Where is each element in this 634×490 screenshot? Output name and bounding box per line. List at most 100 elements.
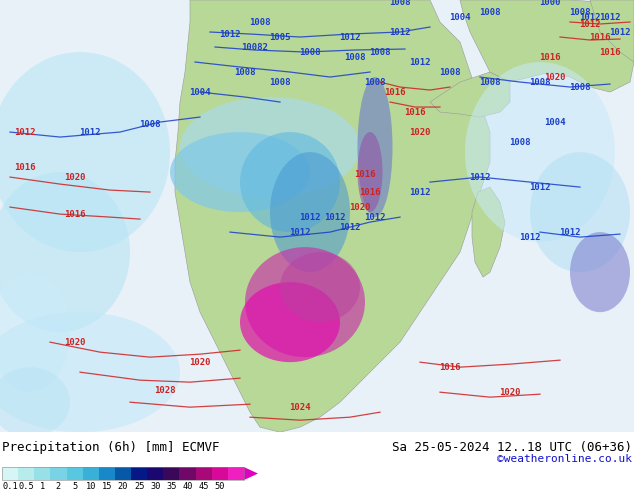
Text: 1012: 1012: [519, 233, 541, 242]
Text: 2: 2: [56, 482, 61, 490]
Text: 5: 5: [72, 482, 77, 490]
Ellipse shape: [280, 252, 360, 322]
Text: 1008: 1008: [479, 7, 501, 17]
Text: 1012: 1012: [299, 213, 321, 221]
Text: 1016: 1016: [599, 48, 621, 56]
Ellipse shape: [245, 247, 365, 357]
Text: 1008: 1008: [249, 18, 271, 26]
Text: 1008: 1008: [529, 77, 551, 87]
Text: 1008: 1008: [234, 68, 256, 76]
Text: 1012: 1012: [339, 222, 361, 232]
Text: 1016: 1016: [384, 88, 406, 97]
Bar: [18, 467, 34, 480]
Text: 1004: 1004: [190, 88, 210, 97]
Text: 1012: 1012: [579, 13, 601, 22]
Ellipse shape: [0, 52, 170, 252]
Text: 40: 40: [183, 482, 193, 490]
Polygon shape: [590, 0, 634, 62]
Polygon shape: [460, 0, 634, 92]
Text: 1016: 1016: [14, 163, 36, 172]
Bar: [50, 467, 67, 480]
Ellipse shape: [570, 232, 630, 312]
Text: 1008: 1008: [269, 77, 291, 87]
Text: 10082: 10082: [242, 43, 268, 51]
Text: 1: 1: [40, 482, 45, 490]
Text: 10: 10: [86, 482, 96, 490]
Ellipse shape: [240, 282, 340, 362]
Text: 0.5: 0.5: [18, 482, 34, 490]
Ellipse shape: [530, 152, 630, 272]
Bar: [67, 467, 82, 480]
Text: 1012: 1012: [469, 172, 491, 182]
Text: 1020: 1020: [190, 358, 210, 367]
Ellipse shape: [240, 132, 340, 232]
Text: 1020: 1020: [349, 202, 371, 212]
Text: 25: 25: [134, 482, 145, 490]
Text: 1008: 1008: [389, 0, 411, 6]
Ellipse shape: [170, 132, 310, 212]
Text: 1028: 1028: [154, 386, 176, 394]
Text: Sa 25-05-2024 12..18 UTC (06+36): Sa 25-05-2024 12..18 UTC (06+36): [392, 441, 632, 454]
Text: 1008: 1008: [369, 48, 391, 56]
Text: 1020: 1020: [64, 172, 86, 182]
Ellipse shape: [358, 77, 392, 217]
Bar: [99, 467, 115, 480]
Text: 1012: 1012: [599, 13, 621, 22]
Text: 1008: 1008: [365, 77, 385, 87]
Text: 1012: 1012: [79, 127, 101, 137]
Bar: [131, 467, 147, 480]
Text: 15: 15: [101, 482, 112, 490]
Text: 1016: 1016: [540, 52, 560, 62]
Text: 1020: 1020: [499, 388, 521, 397]
Text: 1000: 1000: [540, 0, 560, 6]
Text: 1016: 1016: [354, 170, 376, 178]
Text: 1020: 1020: [410, 127, 430, 137]
Bar: [228, 467, 244, 480]
Bar: [179, 467, 196, 480]
Text: 1012: 1012: [339, 32, 361, 42]
Text: 1016: 1016: [439, 363, 461, 371]
Ellipse shape: [0, 272, 70, 392]
Text: 50: 50: [214, 482, 225, 490]
Bar: [164, 467, 179, 480]
Text: 35: 35: [166, 482, 177, 490]
Text: 1016: 1016: [589, 32, 611, 42]
Text: 1020: 1020: [64, 338, 86, 346]
Text: 1008: 1008: [509, 138, 531, 147]
Ellipse shape: [0, 312, 180, 432]
Bar: [2, 467, 18, 480]
Bar: [115, 467, 131, 480]
Text: 1012: 1012: [559, 227, 581, 237]
Text: 0.1: 0.1: [2, 482, 18, 490]
Ellipse shape: [358, 132, 382, 212]
Bar: [212, 467, 228, 480]
Ellipse shape: [270, 152, 350, 272]
Polygon shape: [244, 467, 258, 480]
Text: 1020: 1020: [544, 73, 566, 81]
Bar: [196, 467, 212, 480]
Text: 1016: 1016: [64, 210, 86, 219]
Bar: [34, 467, 50, 480]
Text: 1012: 1012: [529, 183, 551, 192]
Ellipse shape: [0, 367, 70, 437]
Text: 1008: 1008: [569, 82, 591, 92]
Text: 1008: 1008: [479, 77, 501, 87]
Polygon shape: [472, 187, 505, 277]
Text: ©weatheronline.co.uk: ©weatheronline.co.uk: [497, 454, 632, 464]
Text: 1012: 1012: [609, 27, 631, 37]
Text: 1012: 1012: [324, 213, 346, 221]
Text: 30: 30: [150, 482, 160, 490]
Text: 1004: 1004: [450, 13, 471, 22]
Text: 20: 20: [118, 482, 128, 490]
Text: 1012: 1012: [14, 127, 36, 137]
Bar: [82, 467, 99, 480]
Text: 1008: 1008: [344, 52, 366, 62]
Ellipse shape: [465, 62, 615, 242]
Text: 1008: 1008: [439, 68, 461, 76]
Bar: [147, 467, 164, 480]
Text: Precipitation (6h) [mm] ECMVF: Precipitation (6h) [mm] ECMVF: [2, 441, 219, 454]
Text: 45: 45: [198, 482, 209, 490]
Text: 1008: 1008: [569, 7, 591, 17]
Ellipse shape: [180, 97, 360, 197]
Text: 1008: 1008: [299, 48, 321, 56]
